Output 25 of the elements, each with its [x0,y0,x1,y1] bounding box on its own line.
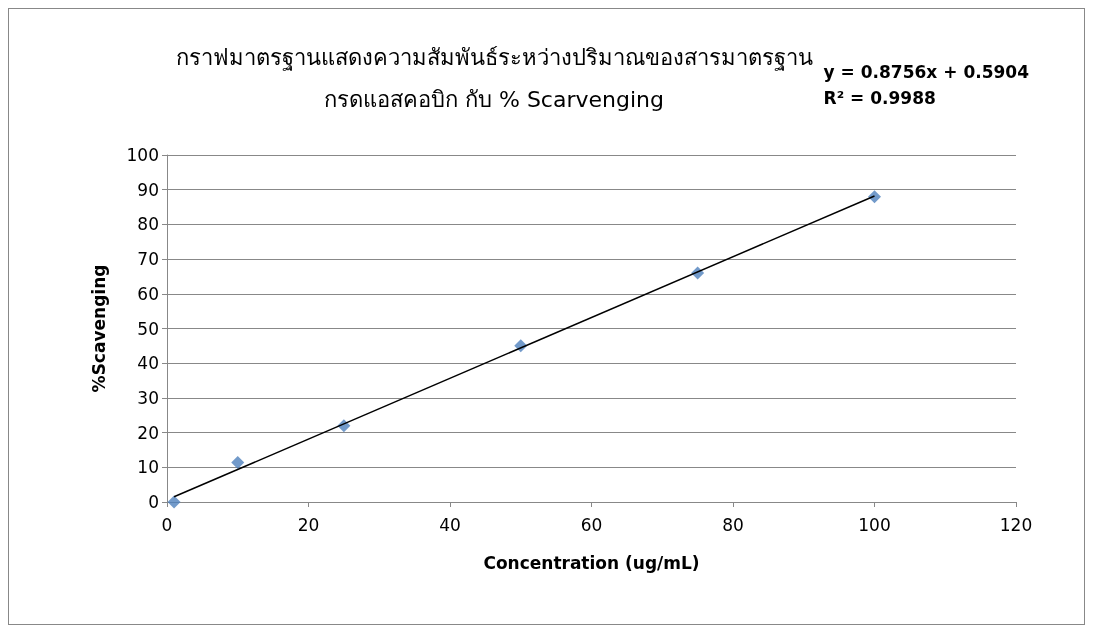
point [167,495,181,509]
chart-title: กราฟมาตรฐานแสดงความสัมพันธ์ระหว่างปริมาณของสารมาตรฐาน กรดแอสคอบิก กับ % Scarvenging [175,44,813,112]
x-tick-label: 0 [161,514,173,535]
x-tick-label: 80 [722,514,744,535]
point [231,455,245,469]
y-tick-label: 70 [137,249,159,270]
y-tick-label: 50 [137,318,159,339]
x-tick-label: 40 [439,514,461,535]
x-tick-label: 20 [297,514,320,535]
text: y = 0.8756x + 0.5904 R² = 0.9988 [823,62,1030,108]
x-tick-label: 100 [858,514,891,535]
y-axis-title: %Scavenging [88,264,109,393]
x-axis-title: Concentration (ug/mL) [483,552,700,573]
y-tick-label: 30 [137,387,159,408]
y-tick-label: 10 [137,457,159,478]
y-tick-label: 40 [137,353,159,374]
point [868,190,881,204]
y-tick-label: 20 [137,422,159,443]
y-tick-label: 60 [137,283,159,304]
y-tick-label: 90 [137,179,159,200]
y-tick-label: 100 [126,145,159,165]
y-tick-label: 0 [148,492,159,512]
x-tick-label: 120 [999,514,1033,535]
x-tick-label: 60 [580,514,603,535]
y-tick-label: 80 [137,214,159,235]
